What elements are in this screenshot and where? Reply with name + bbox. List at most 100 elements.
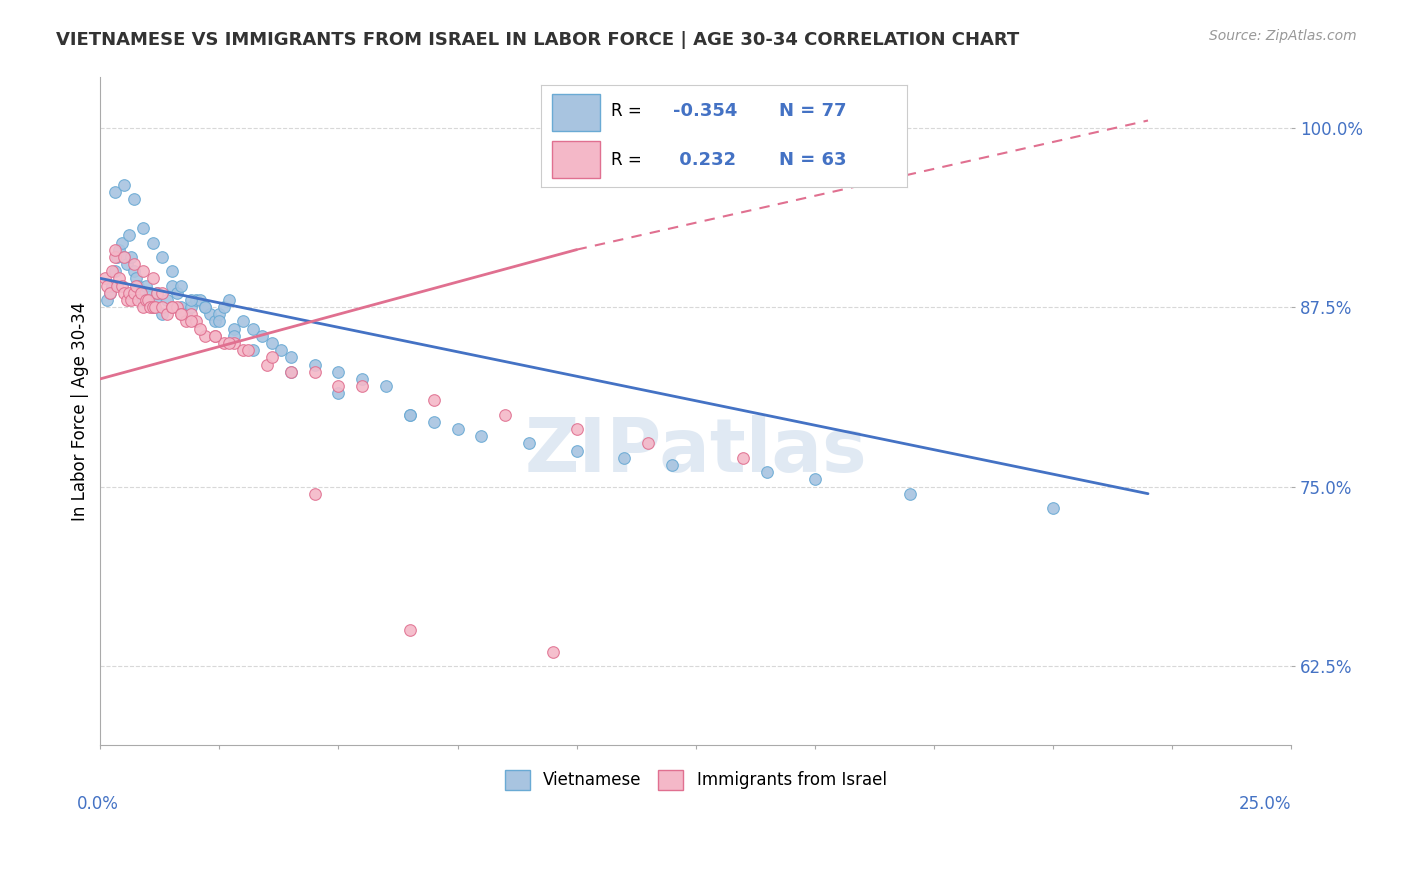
Point	[236, 343, 259, 358]
Point	[122, 257, 145, 271]
Point	[208, 314, 231, 328]
Point	[98, 285, 121, 300]
Point	[104, 186, 127, 200]
Point	[184, 314, 207, 328]
Point	[204, 328, 226, 343]
Point	[127, 293, 149, 307]
Text: R =: R =	[610, 103, 641, 120]
Point	[470, 429, 492, 443]
Point	[212, 300, 235, 314]
Point	[422, 393, 444, 408]
Point	[180, 314, 202, 328]
Point	[105, 250, 128, 264]
Point	[150, 307, 173, 321]
Point	[280, 365, 302, 379]
Point	[375, 379, 398, 393]
Point	[146, 285, 169, 300]
Point	[139, 300, 162, 314]
Point	[803, 472, 825, 486]
Text: -0.354: -0.354	[673, 103, 737, 120]
Point	[218, 335, 240, 350]
Point	[129, 285, 152, 300]
Point	[98, 285, 121, 300]
Point	[733, 450, 755, 465]
Point	[232, 314, 254, 328]
Point	[156, 307, 179, 321]
Point	[637, 436, 659, 450]
Point	[112, 285, 135, 300]
Point	[399, 408, 422, 422]
Point	[541, 644, 564, 658]
Point	[104, 243, 127, 257]
Point	[170, 307, 193, 321]
Point	[101, 278, 124, 293]
Point	[188, 293, 211, 307]
Point	[304, 358, 326, 372]
Point	[150, 285, 173, 300]
Point	[613, 450, 636, 465]
Point	[166, 300, 188, 314]
FancyBboxPatch shape	[553, 141, 600, 178]
Point	[118, 228, 141, 243]
Point	[222, 321, 245, 335]
Text: N = 77: N = 77	[779, 103, 846, 120]
Point	[143, 293, 166, 307]
Point	[160, 264, 183, 278]
Point	[104, 250, 127, 264]
Point	[212, 335, 235, 350]
Point	[565, 422, 588, 436]
Point	[150, 300, 173, 314]
Point	[142, 300, 165, 314]
Point	[150, 250, 173, 264]
Point	[252, 328, 274, 343]
Point	[112, 250, 135, 264]
Point	[352, 379, 374, 393]
Point	[517, 436, 540, 450]
Point	[127, 278, 149, 293]
Point	[170, 307, 193, 321]
Point	[194, 300, 217, 314]
Point	[222, 335, 245, 350]
Point	[188, 321, 211, 335]
Point	[494, 408, 516, 422]
Point	[661, 458, 683, 472]
Point	[170, 278, 193, 293]
Point	[180, 293, 202, 307]
Point	[142, 300, 165, 314]
Legend: Vietnamese, Immigrants from Israel: Vietnamese, Immigrants from Israel	[498, 763, 893, 797]
Point	[328, 379, 350, 393]
Point	[280, 351, 302, 365]
Point	[174, 314, 197, 328]
Point	[104, 264, 127, 278]
Point	[256, 358, 278, 372]
Point	[115, 293, 138, 307]
Point	[108, 271, 131, 285]
Point	[120, 293, 142, 307]
Point	[136, 293, 159, 307]
Point	[446, 422, 468, 436]
Point	[139, 285, 162, 300]
Point	[565, 443, 588, 458]
Point	[156, 293, 179, 307]
Point	[304, 486, 326, 500]
Point	[129, 285, 152, 300]
Point	[328, 365, 350, 379]
Point	[146, 285, 169, 300]
Text: 25.0%: 25.0%	[1239, 795, 1291, 814]
Point	[135, 278, 157, 293]
Point	[132, 300, 155, 314]
Point	[132, 221, 155, 235]
Point	[160, 300, 183, 314]
Point	[160, 278, 183, 293]
Point	[242, 343, 264, 358]
Point	[270, 343, 292, 358]
Point	[422, 415, 444, 429]
Point	[111, 278, 134, 293]
Point	[122, 264, 145, 278]
Point	[328, 386, 350, 401]
Point	[194, 328, 217, 343]
Point	[399, 408, 422, 422]
Point	[108, 243, 131, 257]
Point	[115, 257, 138, 271]
Point	[105, 278, 128, 293]
